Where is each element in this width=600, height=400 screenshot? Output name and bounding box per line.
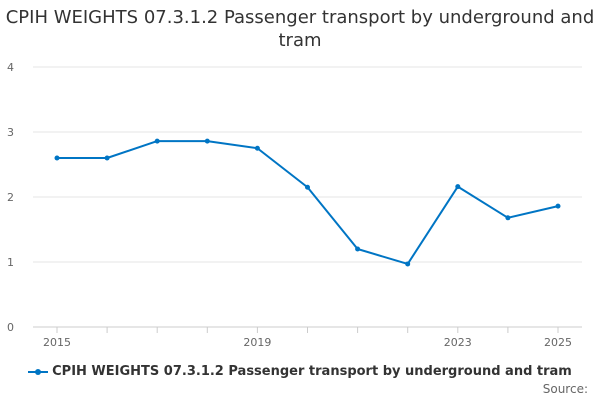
- source-label: Source:: [542, 382, 588, 396]
- data-point: [455, 184, 461, 190]
- chart-title: CPIH WEIGHTS 07.3.1.2 Passenger transpor…: [5, 7, 595, 51]
- y-tick-label: 0: [7, 321, 14, 334]
- x-tick-label: 2019: [243, 336, 271, 349]
- data-point: [555, 203, 561, 209]
- y-tick-label: 4: [7, 61, 14, 74]
- y-tick-label: 2: [7, 191, 14, 204]
- x-tick-label: 2025: [544, 336, 572, 349]
- data-point: [405, 261, 411, 267]
- data-point: [254, 145, 260, 151]
- data-point: [104, 155, 110, 161]
- y-tick-label: 1: [7, 256, 14, 269]
- chart-legend[interactable]: CPIH WEIGHTS 07.3.1.2 Passenger transpor…: [0, 364, 600, 379]
- legend-label: CPIH WEIGHTS 07.3.1.2 Passenger transpor…: [52, 364, 572, 379]
- data-point: [305, 184, 310, 190]
- y-tick-label: 3: [7, 126, 14, 139]
- x-tick-label: 2023: [444, 336, 472, 349]
- data-point: [505, 215, 511, 221]
- series-line: [57, 140, 559, 265]
- x-tick-label: 2015: [43, 336, 71, 349]
- data-point: [54, 155, 60, 161]
- legend-line-marker-icon: [28, 367, 49, 377]
- data-point: [355, 246, 361, 252]
- data-point: [154, 138, 160, 144]
- data-point: [204, 138, 210, 144]
